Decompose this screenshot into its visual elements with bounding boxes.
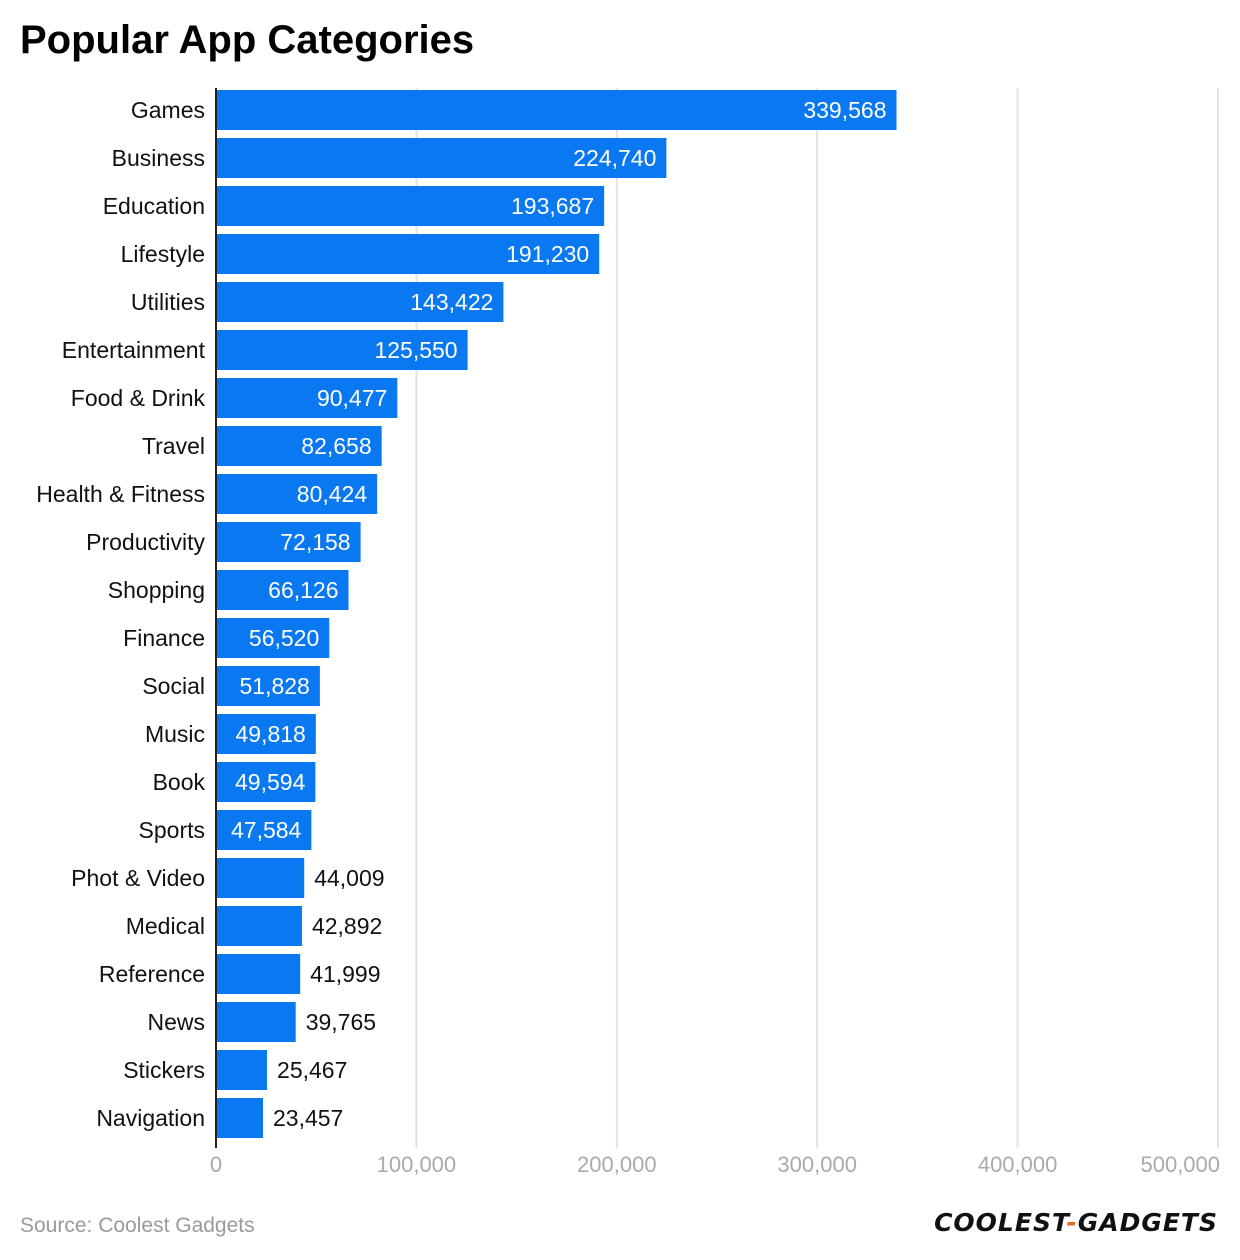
category-label: Navigation [96, 1105, 205, 1131]
category-label: Lifestyle [121, 241, 205, 267]
bar-value-label: 72,158 [280, 529, 350, 555]
bar [216, 1050, 268, 1090]
logo-text-right: GADGETS [1077, 1208, 1218, 1237]
bar-value-label: 193,687 [511, 193, 594, 219]
category-label: Sports [139, 817, 205, 843]
category-label: Business [112, 145, 205, 171]
bar-value-label: 25,467 [277, 1057, 347, 1083]
bar [216, 522, 361, 562]
bar [216, 282, 504, 322]
bar [216, 762, 316, 802]
x-tick-label: 400,000 [978, 1152, 1058, 1177]
bar-value-label: 47,584 [231, 817, 302, 843]
category-label: Education [103, 193, 205, 219]
bar [216, 138, 667, 178]
category-label: Productivity [86, 529, 205, 555]
bar [216, 954, 301, 994]
x-tick-label: 200,000 [577, 1152, 657, 1177]
bar-value-label: 90,477 [317, 385, 387, 411]
x-axis-ticks: 0 100,000 200,000 300,000 400,000 500,000 [210, 1152, 1220, 1177]
category-label: Reference [99, 961, 205, 987]
category-label: Health & Fitness [36, 481, 205, 507]
coolest-gadgets-logo[interactable]: COOLEST-GADGETS [934, 1208, 1218, 1237]
bar-value-label: 66,126 [268, 577, 338, 603]
x-tick-label: 300,000 [777, 1152, 857, 1177]
category-label: News [147, 1009, 205, 1035]
bar-chart: Games Business Education Lifestyle Utilities… [36, 88, 1220, 1177]
category-label: Shopping [108, 577, 205, 603]
category-label: Utilities [131, 289, 205, 315]
bar [216, 858, 305, 898]
category-label: Food & Drink [71, 385, 206, 411]
bar-value-label: 339,568 [803, 97, 886, 123]
logo-separator: - [1066, 1208, 1078, 1237]
category-label: Book [153, 769, 206, 795]
category-label: Medical [126, 913, 205, 939]
bar [216, 714, 316, 754]
bar [216, 570, 349, 610]
bar-value-label: 125,550 [374, 337, 457, 363]
bar-value-label: 49,818 [235, 721, 305, 747]
category-label: Travel [142, 433, 205, 459]
x-tick-label: 100,000 [377, 1152, 457, 1177]
bar-value-label: 44,009 [314, 865, 384, 891]
category-labels: Games Business Education Lifestyle Utilities… [36, 97, 205, 1131]
bar [216, 906, 302, 946]
bar-value-label: 224,740 [573, 145, 656, 171]
bar [216, 810, 312, 850]
bar-value-label: 42,892 [312, 913, 382, 939]
bar-value-label: 23,457 [273, 1105, 343, 1131]
bar [216, 1002, 296, 1042]
chart-title: Popular App Categories [20, 18, 475, 62]
bar [216, 618, 330, 658]
bar [216, 330, 468, 370]
bar-value-label: 56,520 [249, 625, 319, 651]
x-tick-label: 500,000 [1140, 1152, 1220, 1177]
category-label: Entertainment [62, 337, 206, 363]
bar-value-label: 39,765 [306, 1009, 376, 1035]
bar-value-label: 191,230 [506, 241, 589, 267]
bar [216, 474, 378, 514]
bar-value-label: 51,828 [240, 673, 310, 699]
bar-value-label: 143,422 [410, 289, 493, 315]
category-label: Games [131, 97, 205, 123]
bar [216, 378, 398, 418]
bar [216, 90, 897, 130]
category-label: Social [142, 673, 205, 699]
category-label: Music [145, 721, 205, 747]
category-label: Phot & Video [71, 865, 205, 891]
source-note: Source: Coolest Gadgets [20, 1214, 255, 1237]
x-tick-label: 0 [210, 1152, 222, 1177]
category-label: Stickers [123, 1057, 205, 1083]
category-label: Finance [123, 625, 205, 651]
bar [216, 1098, 264, 1138]
bar [216, 666, 320, 706]
bar [216, 186, 605, 226]
bar [216, 426, 382, 466]
bar-value-label: 80,424 [297, 481, 368, 507]
bar-value-label: 82,658 [301, 433, 371, 459]
logo-text-left: COOLEST [934, 1208, 1067, 1237]
bar-value-label: 41,999 [310, 961, 380, 987]
bar [216, 234, 600, 274]
bars [216, 90, 897, 1138]
value-labels: 339,568 224,740 193,687 191,230 143,422 125,5… [231, 97, 886, 1131]
bar-value-label: 49,594 [235, 769, 306, 795]
